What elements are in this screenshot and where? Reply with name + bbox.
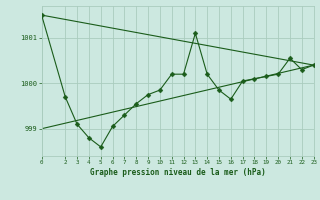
X-axis label: Graphe pression niveau de la mer (hPa): Graphe pression niveau de la mer (hPa) [90, 168, 266, 177]
